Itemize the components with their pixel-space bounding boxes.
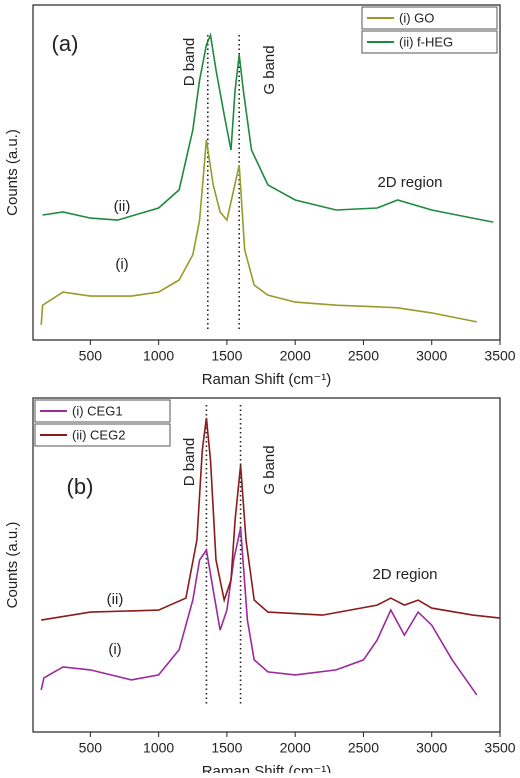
x-tick-label: 3500 <box>484 740 515 756</box>
plot-frame <box>32 4 501 341</box>
series-line <box>41 417 501 621</box>
x-tick-label: 3500 <box>484 348 515 364</box>
plot-frame <box>32 397 501 733</box>
x-tick-label: 2000 <box>280 348 311 364</box>
x-tick-label: 1500 <box>211 348 242 364</box>
series-line <box>40 139 477 325</box>
annotation: (i) <box>108 641 121 658</box>
annotation: (ii) <box>107 591 124 608</box>
legend-box <box>34 423 171 447</box>
annotation: D band <box>181 438 198 486</box>
x-axis-label: Raman Shift (cm⁻¹) <box>202 763 332 773</box>
annotation: 2D region <box>377 174 442 191</box>
legend-box <box>361 6 498 30</box>
x-tick-label: 3000 <box>416 740 447 756</box>
x-tick-label: 500 <box>79 740 103 756</box>
legend-box <box>34 399 171 423</box>
x-tick-label: 1000 <box>143 348 174 364</box>
x-tick-label: 2500 <box>348 348 379 364</box>
x-axis-label: Raman Shift (cm⁻¹) <box>202 371 332 388</box>
legend-label: (i) CEG1 <box>72 403 123 418</box>
x-tick-label: 2000 <box>280 740 311 756</box>
y-axis-label: Counts (a.u.) <box>4 522 21 609</box>
annotation: G band <box>261 445 278 494</box>
annotation: 2D region <box>372 566 437 583</box>
panel-label: (b) <box>67 474 94 499</box>
x-tick-label: 3000 <box>416 348 447 364</box>
x-tick-label: 1000 <box>143 740 174 756</box>
x-tick-label: 1500 <box>211 740 242 756</box>
legend-label: (ii) f-HEG <box>399 34 453 49</box>
x-tick-label: 2500 <box>348 740 379 756</box>
annotation: (i) <box>115 256 128 273</box>
annotation: G band <box>261 45 278 94</box>
panel-label: (a) <box>52 31 79 56</box>
legend-box <box>361 30 498 54</box>
legend-label: (ii) CEG2 <box>72 427 125 442</box>
y-axis-label: Counts (a.u.) <box>4 129 21 216</box>
series-line <box>40 527 478 696</box>
legend-label: (i) GO <box>399 10 434 25</box>
x-tick-label: 500 <box>79 348 103 364</box>
annotation: (ii) <box>114 198 131 215</box>
annotation: D band <box>181 38 198 86</box>
series-line <box>42 32 494 223</box>
